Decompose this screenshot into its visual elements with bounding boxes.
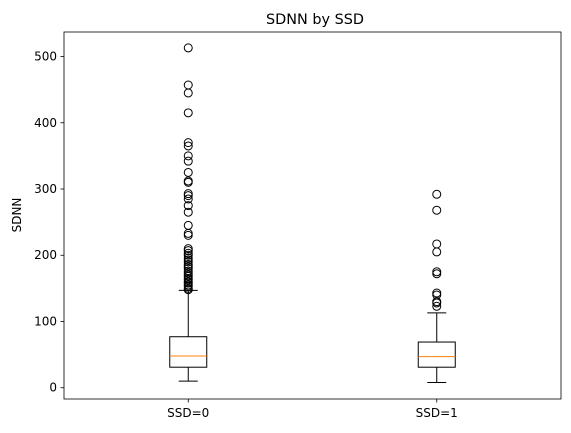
outlier-point: [183, 244, 193, 254]
outlier-point: [183, 108, 193, 118]
outlier-point: [183, 176, 193, 186]
outlier-point: [432, 205, 442, 215]
x-tick-label: SSD=0: [167, 406, 209, 420]
outlier-point: [183, 43, 193, 53]
outlier-point: [183, 220, 193, 230]
chart-title: SDNN by SSD: [266, 12, 364, 28]
outlier-point: [432, 269, 442, 279]
outlier-point: [183, 80, 193, 90]
outlier-point: [183, 207, 193, 217]
outlier-point: [183, 88, 193, 98]
outlier-point: [183, 138, 193, 148]
outlier-point: [432, 247, 442, 257]
outlier-point: [183, 248, 193, 258]
outlier-point: [432, 267, 442, 277]
outlier-point: [432, 239, 442, 249]
y-tick-label: 300: [34, 182, 57, 196]
iqr-box: [169, 336, 208, 368]
outlier-point: [183, 167, 193, 177]
outlier-point: [183, 260, 193, 270]
outlier-point: [432, 288, 442, 298]
box-2: [417, 189, 456, 383]
x-axis-ticks: SSD=0 SSD=1: [167, 399, 458, 420]
y-tick-label: 500: [34, 50, 57, 64]
outlier-point: [183, 253, 193, 263]
outlier-point: [183, 194, 193, 204]
y-tick-label: 200: [34, 248, 57, 262]
plot-area-frame: [63, 31, 562, 400]
outlier-point: [432, 301, 442, 311]
outlier-point: [183, 230, 193, 240]
y-tick-label: 0: [49, 381, 57, 395]
outlier-point: [183, 266, 193, 276]
boxes-group: [169, 43, 456, 383]
y-axis-ticks: 0 100 200 300 400 500: [34, 50, 64, 395]
outlier-point: [183, 141, 193, 151]
outlier-point: [183, 189, 193, 199]
outlier-point: [432, 297, 442, 307]
outlier-point: [183, 201, 193, 211]
outlier-point: [183, 151, 193, 161]
outlier-point: [432, 189, 442, 199]
outlier-point: [183, 156, 193, 166]
x-tick-label: SSD=1: [416, 406, 458, 420]
outlier-point: [183, 228, 193, 238]
box-1: [169, 43, 208, 382]
y-tick-label: 400: [34, 116, 57, 130]
iqr-box: [417, 341, 456, 368]
y-tick-label: 100: [34, 314, 57, 328]
y-axis-label: SDNN: [10, 198, 24, 233]
